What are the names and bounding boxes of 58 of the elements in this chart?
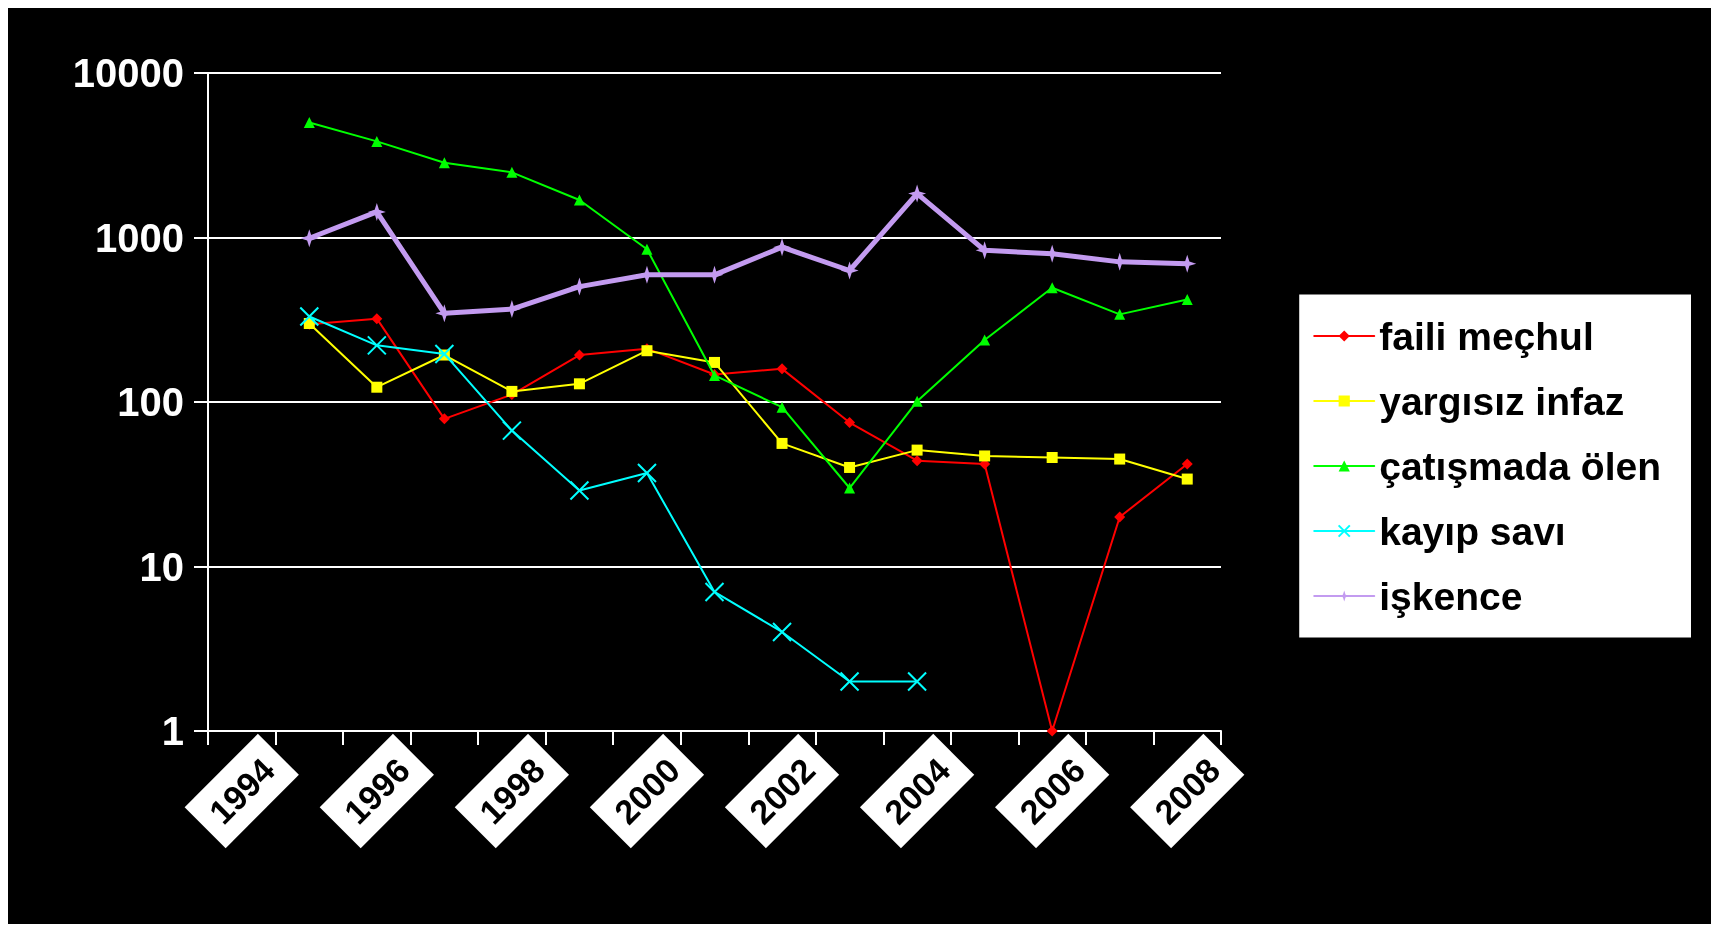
point (776, 437, 788, 449)
point (573, 194, 585, 206)
legend-label: yargısız infaz (1379, 379, 1625, 423)
point (844, 461, 856, 473)
point (979, 334, 991, 346)
point (367, 202, 386, 221)
y-tick-label: 10000 (72, 51, 184, 95)
point (1046, 282, 1058, 294)
point (506, 166, 518, 178)
point (1114, 453, 1126, 465)
point (911, 444, 923, 456)
point (371, 313, 383, 325)
point (839, 671, 860, 692)
point (506, 385, 518, 397)
point (434, 343, 455, 364)
point (979, 450, 991, 462)
point (1114, 511, 1126, 523)
point (1181, 473, 1193, 485)
point (911, 395, 923, 407)
point (844, 417, 856, 429)
point (911, 455, 923, 467)
point (1181, 458, 1193, 470)
point (1046, 725, 1058, 737)
point (438, 413, 450, 425)
y-tick-label: 100 (117, 380, 184, 424)
point (772, 621, 793, 642)
point (641, 243, 653, 255)
point (366, 335, 387, 356)
point (773, 238, 792, 257)
point (501, 420, 522, 441)
point (908, 184, 927, 203)
point (776, 401, 788, 413)
point (573, 349, 585, 361)
point (776, 363, 788, 375)
point (371, 135, 383, 147)
point (573, 378, 585, 390)
point (303, 117, 315, 129)
legend-label: faili meçhul (1379, 314, 1594, 358)
point (438, 157, 450, 169)
legend-label: çatışmada ölen (1379, 444, 1661, 488)
y-tick-label: 1000 (95, 215, 184, 260)
point (1114, 308, 1126, 320)
y-tick-label: 1 (161, 709, 184, 753)
legend-label: kayıp savı (1379, 509, 1566, 553)
point (299, 306, 320, 327)
point (704, 581, 725, 602)
point (371, 381, 383, 393)
point (569, 480, 590, 501)
y-tick-label: 10 (139, 544, 184, 589)
point (907, 671, 928, 692)
point (300, 229, 319, 248)
legend-label: işkence (1379, 574, 1523, 618)
point (1181, 293, 1193, 305)
point (844, 482, 856, 494)
point (840, 261, 859, 280)
point (709, 356, 720, 368)
point (636, 463, 657, 484)
point (1046, 451, 1058, 463)
